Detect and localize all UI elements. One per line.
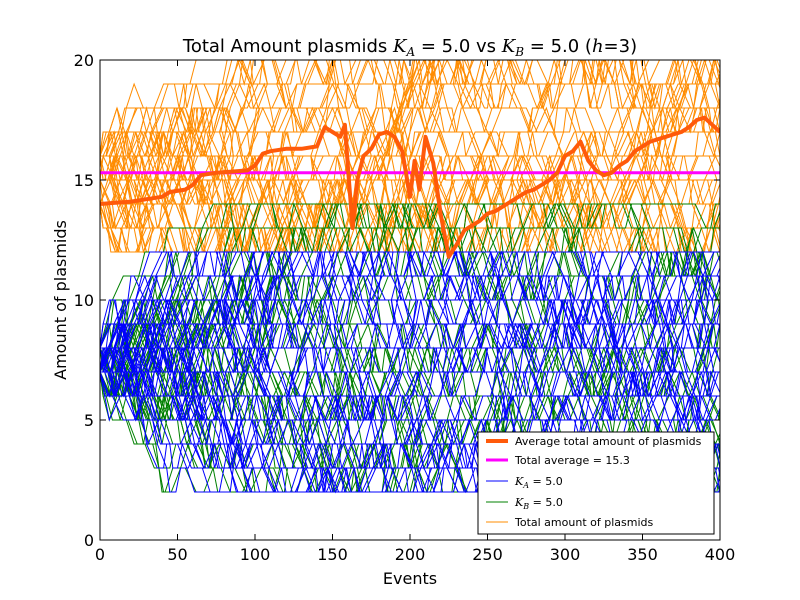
x-tick-label: 100 — [240, 545, 271, 564]
x-tick-label: 150 — [317, 545, 348, 564]
total-amount-line — [100, 60, 322, 181]
total-amount-line — [100, 60, 283, 205]
legend-label-ka: KA = 5.0 — [514, 475, 563, 490]
ka-line — [100, 347, 720, 493]
x-axis: 0 50 100 150 200 250 300 350 400 — [95, 60, 735, 564]
x-tick-label: 200 — [395, 545, 426, 564]
average-total-line — [100, 115, 720, 259]
total-amount-line — [100, 60, 720, 206]
total-amount-line — [100, 60, 720, 206]
kb-line — [100, 202, 720, 398]
legend-box — [477, 431, 715, 535]
total-amount-line — [100, 60, 720, 205]
legend: Average total amount of plasmids Total a… — [477, 431, 715, 535]
x-tick-label: 50 — [167, 545, 187, 564]
ka-line — [100, 275, 720, 493]
plot-area — [100, 60, 720, 494]
ka-line — [100, 299, 720, 398]
x-tick-label: 250 — [472, 545, 503, 564]
legend-label-total-average: Total average = 15.3 — [514, 454, 630, 467]
y-tick-label: 0 — [84, 531, 94, 550]
total-amount-line — [100, 82, 441, 253]
x-tick-label: 300 — [550, 545, 581, 564]
y-axis: 0 5 10 15 20 — [74, 51, 720, 550]
total-amount-line — [100, 154, 332, 253]
legend-label-kb: KB = 5.0 — [514, 496, 563, 511]
ka-line — [100, 323, 304, 445]
legend-label-total: Total amount of plasmids — [514, 516, 653, 529]
legend-label-average-total: Average total amount of plasmids — [515, 435, 702, 448]
y-tick-label: 15 — [74, 171, 94, 190]
x-tick-label: 350 — [627, 545, 658, 564]
x-axis-label: Events — [383, 569, 437, 588]
ka-lines — [100, 250, 720, 494]
total-amount-line — [100, 60, 720, 206]
y-axis-label: Amount of plasmids — [51, 220, 70, 380]
chart-title: Total Amount plasmids KA = 5.0 vs KB = 5… — [182, 36, 637, 59]
x-tick-label: 0 — [95, 545, 105, 564]
total-amount-line — [100, 60, 720, 229]
y-tick-label: 10 — [74, 291, 94, 310]
y-tick-label: 5 — [84, 411, 94, 430]
y-tick-label: 20 — [74, 51, 94, 70]
x-tick-label: 400 — [705, 545, 736, 564]
